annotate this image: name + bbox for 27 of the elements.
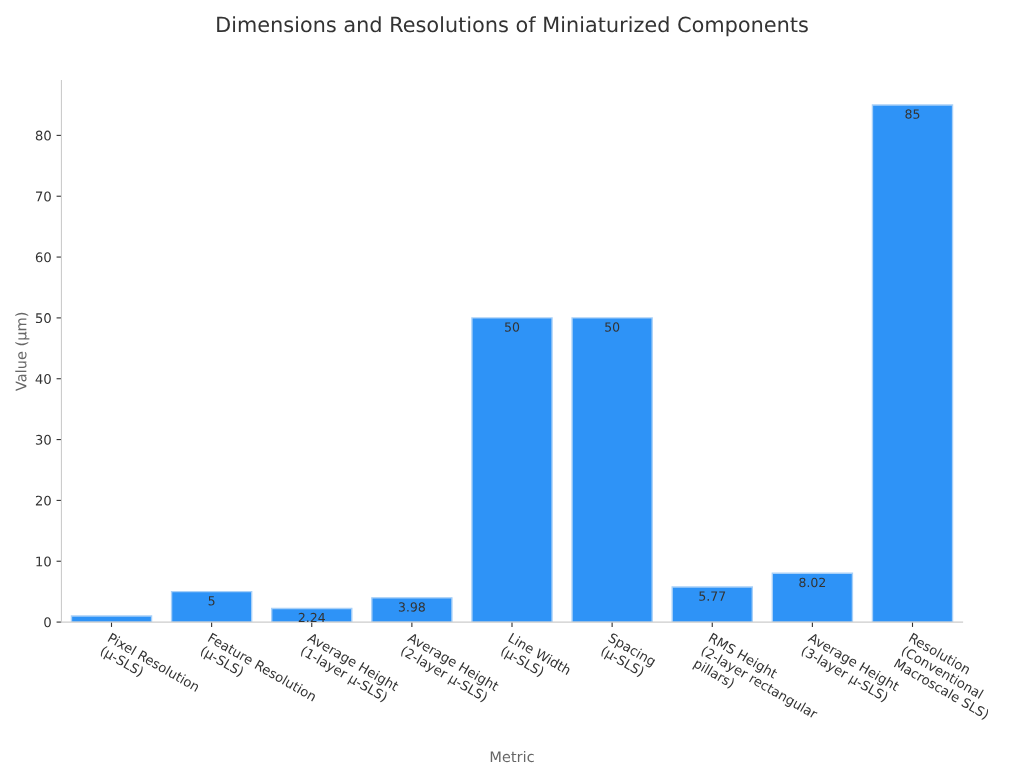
y-tick-label: 70: [36, 191, 51, 202]
y-tick-label: 30: [35, 434, 51, 445]
bar: [771, 572, 854, 623]
data-label: 5: [208, 596, 215, 606]
data-label: 8.02: [799, 577, 826, 588]
data-label: 5.77: [699, 591, 726, 601]
bar: [170, 590, 253, 623]
y-tick-label: 80: [35, 130, 51, 141]
data-label: 2.24: [298, 612, 325, 623]
y-tick-label: 40: [35, 373, 51, 384]
bar: [371, 597, 453, 623]
chart-title: Dimensions and Resolutions of Miniaturized Components: [217, 16, 808, 37]
data-label: 85: [905, 109, 920, 119]
bar: [571, 317, 653, 623]
bar: [671, 586, 753, 623]
data-label: 50: [605, 322, 620, 332]
y-axis-title: Value (µm): [15, 312, 30, 392]
y-tick-label: 20: [35, 495, 51, 506]
y-tick-label: 10: [36, 556, 51, 567]
data-label: 50: [505, 322, 520, 332]
bar: [871, 104, 954, 623]
data-label: 3.98: [398, 602, 425, 612]
y-tick-label: 60: [35, 252, 51, 263]
y-tick-label: 50: [35, 313, 51, 324]
x-axis-title: Metric: [490, 750, 534, 763]
bar: [471, 317, 553, 623]
y-tick-label: 0: [44, 617, 51, 628]
